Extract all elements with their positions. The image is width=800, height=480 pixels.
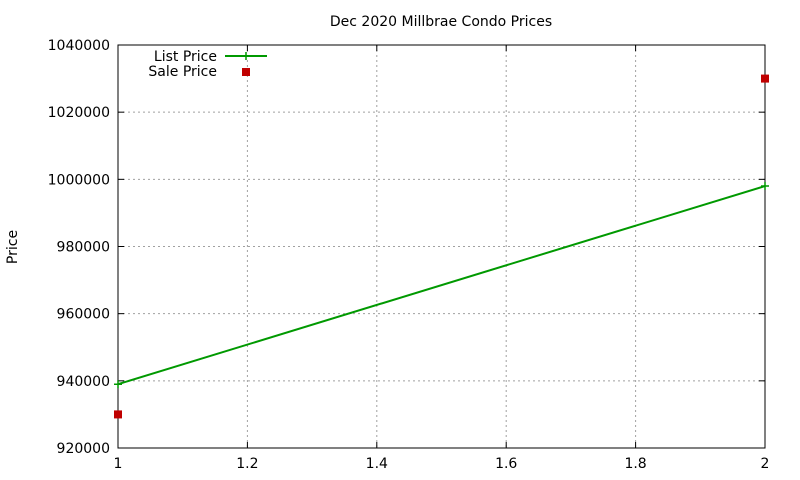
tick-layer: 1 1.2 1.4 1.6 1.8 2 920000 940000 960000 980000 10… [48,38,770,472]
y-axis-label: Price [5,230,21,264]
legend-label-list-price: List Price [154,49,217,65]
x-tick-label: 1.2 [236,456,258,472]
x-tick-label: 1.4 [366,456,388,472]
x-tick-label: 1.6 [495,456,517,472]
legend: List Price Sale Price [148,49,267,80]
legend-marker-sale-price [242,68,250,76]
y-tick-label: 940000 [57,374,110,390]
legend-marker-list-price [242,52,250,60]
chart-title: Dec 2020 Millbrae Condo Prices [330,14,552,30]
y-tick-label: 920000 [57,441,110,457]
y-tick-label: 960000 [57,307,110,323]
series-layer [114,74,769,419]
data-point-sale-price [761,74,769,83]
legend-label-sale-price: Sale Price [148,64,217,80]
x-tick-label: 1 [114,456,123,472]
data-point-list-price [114,380,122,389]
x-tick-label: 1.8 [624,456,646,472]
y-tick-label: 1000000 [48,172,110,188]
y-tick-label: 980000 [57,240,110,256]
series-line-list-price [117,185,766,386]
plot-frame [117,44,766,449]
x-tick-label: 2 [761,456,770,472]
grid-layer [118,45,765,448]
data-point-sale-price [114,410,122,419]
y-tick-label: 1040000 [48,38,110,54]
y-tick-label: 1020000 [48,105,110,121]
data-point-list-price [761,182,769,191]
